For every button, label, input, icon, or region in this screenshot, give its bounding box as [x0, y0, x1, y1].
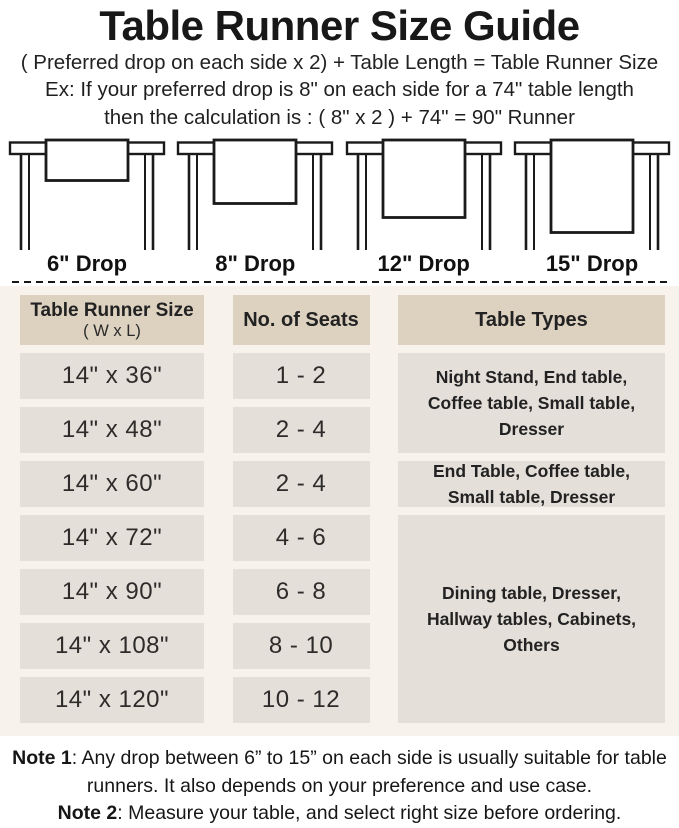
drop-labels-row: 6" Drop 8" Drop 12" Drop 15" Drop — [0, 250, 679, 278]
seats-cell: 10 - 12 — [232, 677, 370, 723]
drop-label: 15" Drop — [545, 251, 639, 276]
table-types-cell: End Table, Coffee table, Small table, Dr… — [398, 461, 665, 507]
dashed-divider — [12, 281, 667, 283]
seats-cell: 8 - 10 — [232, 623, 370, 669]
seats-cell: 1 - 2 — [232, 353, 370, 399]
note-1: Note 1: Any drop between 6” to 15” on ea… — [12, 747, 667, 797]
header-table-types: Table Types — [398, 295, 665, 345]
size-cell: 14" x 90" — [20, 569, 204, 615]
table-runner-illustration — [343, 138, 505, 250]
page-title: Table Runner Size Guide — [99, 2, 580, 49]
header-runner-size-line2: ( W x L) — [83, 321, 141, 340]
size-cell: 14" x 120" — [20, 677, 204, 723]
header-runner-size: Table Runner Size ( W x L) — [20, 295, 204, 345]
seats-cell: 2 - 4 — [232, 407, 370, 453]
seats-cell: 2 - 4 — [232, 461, 370, 507]
notes-section: Note 1: Any drop between 6” to 15” on ea… — [0, 745, 679, 828]
example-line-2: then the calculation is : ( 8" x 2 ) + 7… — [104, 106, 575, 129]
drop-label: 12" Drop — [377, 251, 470, 276]
drop-label: 8" Drop — [215, 251, 296, 276]
table-runner-illustration — [174, 138, 336, 250]
size-cell: 14" x 48" — [20, 407, 204, 453]
table-types-cell: Dining table, Dresser, Hallway tables, C… — [398, 515, 665, 723]
drop-label: 6" Drop — [46, 251, 128, 276]
example-line-1: Ex: If your preferred drop is 8" on each… — [45, 78, 634, 101]
table-illustrations — [0, 138, 679, 250]
table-types-cell: Night Stand, End table, Coffee table, Sm… — [398, 353, 665, 453]
seats-cell: 6 - 8 — [232, 569, 370, 615]
size-cell: 14" x 36" — [20, 353, 204, 399]
note-2: Note 2: Measure your table, and select r… — [57, 802, 622, 824]
size-cell: 14" x 72" — [20, 515, 204, 561]
size-cell: 14" x 108" — [20, 623, 204, 669]
formula-text: ( Preferred drop on each side x 2) + Tab… — [20, 51, 659, 74]
size-cell: 14" x 60" — [20, 461, 204, 507]
seats-cell: 4 - 6 — [232, 515, 370, 561]
header-runner-size-line1: Table Runner Size — [30, 299, 194, 321]
table-runner-illustration — [6, 138, 168, 250]
size-table: Table Runner Size ( W x L) No. of Seats … — [20, 295, 665, 723]
table-runner-illustration — [511, 138, 673, 250]
header-seats: No. of Seats — [232, 295, 370, 345]
size-table-panel: Table Runner Size ( W x L) No. of Seats … — [0, 286, 679, 736]
